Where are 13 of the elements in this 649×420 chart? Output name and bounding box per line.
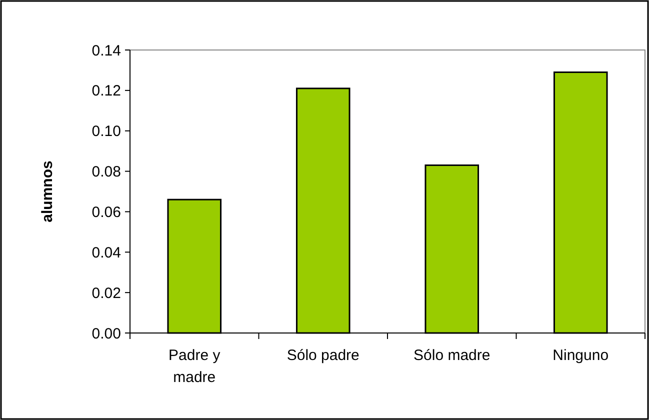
y-axis-title: alumnos [39,160,56,222]
y-tick-label: 0.02 [92,284,121,302]
y-tick-label: 0.12 [92,82,121,100]
x-tick-label: Sólo padre [286,347,360,364]
y-tick-label: 0.14 [92,42,121,60]
y-tick-label: 0.04 [92,244,121,262]
y-tick-label: 0.00 [92,325,121,342]
y-tick-label: 0.06 [92,204,121,221]
y-tick-label: 0.10 [92,123,121,140]
x-tick-label: Padre y madre [168,347,221,386]
x-tick-label: Ninguno [552,347,609,364]
y-tick-label: 0.08 [92,164,121,181]
x-tick-label: Sólo madre [414,347,490,364]
